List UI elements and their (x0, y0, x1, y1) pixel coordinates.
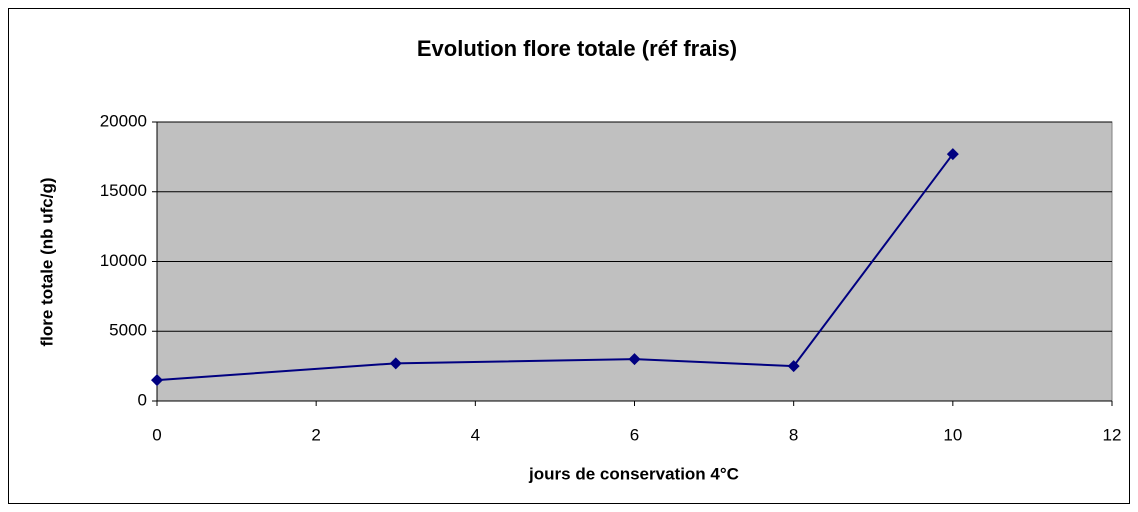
y-tick-label: 10000 (100, 251, 147, 270)
data-point (787, 360, 800, 373)
x-tick-label: 2 (311, 425, 320, 444)
x-tick-label: 0 (152, 425, 161, 444)
y-axis-label: flore totale (nb ufc/g) (37, 177, 56, 346)
data-point (389, 357, 402, 370)
chart-title: Evolution flore totale (réf frais) (417, 36, 737, 61)
x-tick-label: 6 (630, 425, 639, 444)
y-tick-label: 20000 (100, 111, 147, 130)
x-tick-label: 12 (1103, 425, 1122, 444)
y-tick-label: 15000 (100, 181, 147, 200)
x-tick-label: 10 (943, 425, 962, 444)
x-tick-label: 4 (471, 425, 480, 444)
data-point (151, 374, 163, 387)
x-axis-label: jours de conservation 4°C (528, 464, 739, 483)
y-tick-label: 5000 (109, 321, 147, 340)
data-point (628, 353, 641, 366)
x-tick-label: 8 (789, 425, 798, 444)
y-tick-label: 0 (138, 390, 147, 409)
data-point (946, 148, 959, 161)
